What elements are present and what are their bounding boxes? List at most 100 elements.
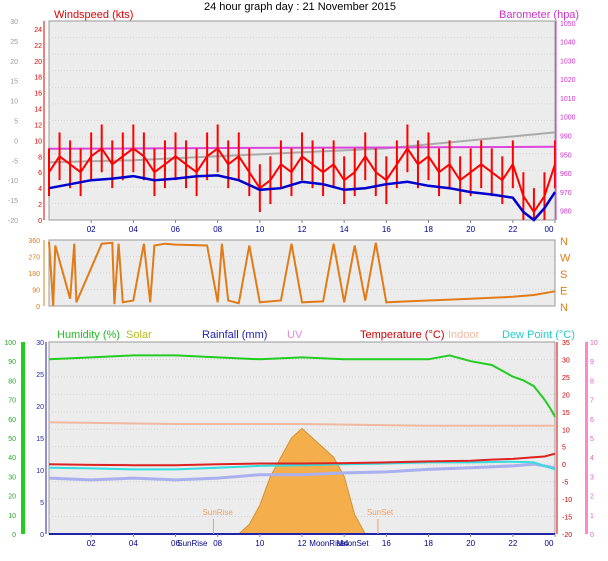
temp-axis-label: 5	[14, 119, 18, 126]
temperature-axis-label: 35	[562, 340, 570, 347]
uv-legend: UV	[287, 329, 303, 341]
rain-axis-label: 30	[36, 340, 44, 347]
uv-axis-label: 9	[590, 359, 594, 366]
x-tick-label: 10	[255, 225, 264, 234]
wind-axis-label: 24	[34, 27, 42, 34]
temp-axis-label: 15	[10, 79, 18, 86]
temperature-axis-label: 25	[562, 375, 570, 382]
wind-axis-label: 18	[34, 75, 42, 82]
temperature-axis-label: 5	[562, 445, 566, 452]
wind-axis-label: 20	[34, 59, 42, 66]
barometer-legend: Barometer (hpa)	[499, 9, 579, 21]
direction-axis-label: 0	[36, 304, 40, 311]
sunrise-tick-label: SunRise	[177, 539, 208, 548]
uv-axis-label: 1	[590, 513, 594, 520]
wind-axis-label: 4	[38, 186, 42, 193]
uv-axis-bar	[585, 342, 588, 534]
temp-axis-label: 25	[10, 39, 18, 46]
x-tick-label: 00	[545, 539, 554, 548]
x-tick-label: 02	[87, 225, 96, 234]
humidity-axis-label: 90	[8, 359, 16, 366]
wind-axis-label: 8	[38, 154, 42, 161]
baro-axis-label: 1020	[560, 77, 576, 84]
wind-axis-label: 0	[38, 218, 42, 225]
x-tick-label: 04	[129, 225, 138, 234]
direction-axis-label: 270	[28, 255, 40, 262]
temp-axis-label: -5	[12, 158, 18, 165]
wind-axis-label: 12	[34, 122, 42, 129]
wind-direction-line	[48, 241, 556, 307]
wind-axis-label: 14	[34, 107, 42, 114]
uv-axis-label: 0	[590, 532, 594, 539]
uv-axis-label: 3	[590, 474, 594, 481]
uv-axis-label: 10	[590, 340, 598, 347]
temp-axis-label: 10	[10, 99, 18, 106]
x-tick-label: 18	[424, 225, 433, 234]
moonrise-tick-label: MoonRise	[309, 539, 346, 548]
temperature-axis-label: 30	[562, 357, 570, 364]
temp-axis-label: -15	[8, 198, 18, 205]
x-tick-label: 20	[466, 225, 475, 234]
uv-axis-label: 7	[590, 398, 594, 405]
rain-axis-label: 15	[36, 436, 44, 443]
x-tick-label: 10	[255, 539, 264, 548]
x-tick-label: 16	[382, 539, 391, 548]
compass-label: S	[560, 269, 567, 281]
sunrise-annotation: SunRise	[203, 508, 234, 517]
uv-axis-label: 6	[590, 417, 594, 424]
compass-label: N	[560, 302, 568, 314]
temp-axis-label: -20	[8, 218, 18, 225]
baro-axis-label: 1010	[560, 96, 576, 103]
humidity-axis-label: 40	[8, 455, 16, 462]
humidity-legend: Humidity (%)	[57, 329, 120, 341]
baro-axis-label: 1030	[560, 58, 576, 65]
moonset-tick-label: MoonSet	[337, 539, 370, 548]
baro-axis-label: 980	[560, 209, 572, 216]
temp-axis-label: 30	[10, 19, 18, 26]
sunset-annotation: SunSet	[367, 508, 394, 517]
x-tick-label: 22	[508, 539, 517, 548]
rain-axis-label: 25	[36, 372, 44, 379]
x-tick-label: 08	[213, 539, 222, 548]
humidity-axis-label: 50	[8, 436, 16, 443]
temperature-legend: Temperature (°C)	[360, 329, 444, 341]
x-tick-label: 14	[340, 225, 349, 234]
indoor-legend: Indoor	[448, 329, 480, 341]
temperature-axis-label: -5	[562, 480, 568, 487]
solar-legend: Solar	[126, 329, 152, 341]
uv-axis-label: 8	[590, 378, 594, 385]
wind-average-line	[48, 174, 557, 222]
baro-axis-label: 1000	[560, 115, 576, 122]
wind-axis-label: 22	[34, 43, 42, 50]
baro-axis-label: 990	[560, 134, 572, 141]
temp-axis-label: 0	[14, 138, 18, 145]
humidity-axis-bar	[21, 342, 25, 534]
temp-axis-label: 20	[10, 59, 18, 66]
x-tick-label: 12	[298, 539, 307, 548]
apparent-temp-line	[48, 462, 556, 482]
humidity-axis-label: 10	[8, 513, 16, 520]
humidity-axis-label: 70	[8, 398, 16, 405]
x-tick-label: 06	[171, 539, 180, 548]
humidity-axis-label: 0	[12, 532, 16, 539]
uv-axis-label: 5	[590, 436, 594, 443]
windspeed-legend: Windspeed (kts)	[54, 9, 133, 21]
dewpoint-legend: Dew Point (°C)	[502, 329, 575, 341]
wind-axis-label: 6	[38, 170, 42, 177]
compass-label: W	[560, 253, 571, 265]
x-tick-label: 06	[171, 225, 180, 234]
humidity-axis-label: 60	[8, 417, 16, 424]
baro-axis-label: 1040	[560, 40, 576, 47]
temperature-axis-label: 20	[562, 392, 570, 399]
compass-label: E	[560, 286, 567, 298]
direction-axis-label: 180	[28, 271, 40, 278]
humidity-axis-label: 100	[4, 340, 16, 347]
x-tick-label: 08	[213, 225, 222, 234]
temperature-axis-label: 0	[562, 462, 566, 469]
x-tick-label: 20	[466, 539, 475, 548]
solar-area	[237, 427, 367, 535]
wind-baro-panel: Windspeed (kts) Barometer (hpa) -20 -15 -1…	[8, 9, 579, 234]
humidity-axis-label: 80	[8, 378, 16, 385]
